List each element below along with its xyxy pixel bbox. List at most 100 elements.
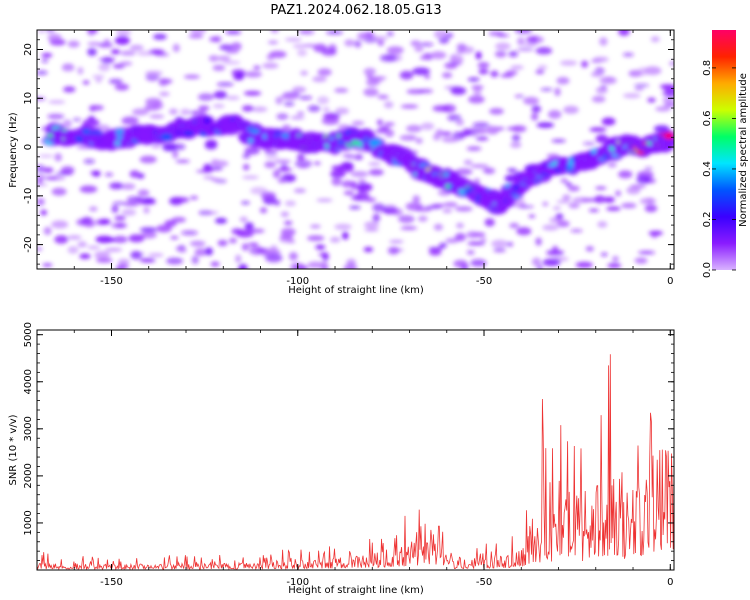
noise-blob [104,247,123,252]
noise-blob [293,188,306,193]
noise-blob [622,52,634,57]
noise-blob [180,108,191,116]
ridge-core [250,129,261,134]
noise-blob [156,224,172,233]
noise-blob [83,118,100,127]
noise-blob [335,107,349,115]
noise-blob [235,72,245,81]
noise-blob [139,155,157,164]
noise-blob [638,250,656,255]
noise-blob [662,97,674,103]
noise-blob [109,182,124,190]
noise-blob [563,105,579,114]
snr-x-label: Height of straight line (km) [288,585,424,596]
noise-blob [288,251,298,261]
noise-blob [400,226,418,230]
noise-blob [274,159,292,164]
noise-blob [300,70,308,76]
noise-blob [158,91,170,97]
noise-blob [188,33,204,39]
noise-blob [37,96,46,101]
noise-blob [549,217,562,224]
noise-blob [42,263,53,267]
noise-blob [89,105,104,111]
noise-blob [607,262,622,269]
noise-blob [166,257,184,265]
noise-blob [375,129,388,134]
y-tick-label: 20 [23,43,34,56]
y-tick-label: 0 [23,144,34,150]
noise-blob [588,208,600,212]
noise-blob [326,31,343,35]
noise-blob [121,208,137,216]
noise-blob [595,186,607,190]
spectrogram-y-label: Frequency (Hz) [8,112,19,188]
noise-blob [581,60,589,68]
noise-blob [82,80,90,85]
noise-blob [104,172,114,177]
noise-blob [241,201,250,205]
noise-blob [433,30,448,39]
noise-blob [38,154,54,158]
noise-blob [364,228,379,232]
noise-blob [406,124,422,133]
noise-blob [468,95,485,104]
noise-blob [419,55,429,60]
noise-blob [428,247,444,251]
ridge-core [160,133,173,141]
noise-blob [249,246,265,256]
noise-blob [230,42,242,51]
noise-blob [92,74,105,79]
noise-blob [384,204,397,209]
noise-blob [248,228,265,234]
noise-blob [203,211,219,215]
noise-blob [506,242,514,247]
x-tick-label: -50 [476,577,492,588]
noise-blob [296,111,305,116]
noise-blob [420,122,435,131]
noise-blob [337,164,354,173]
noise-blob [542,258,561,267]
noise-blob [536,122,554,128]
noise-blob [212,103,225,109]
noise-blob [216,82,234,87]
noise-blob [47,113,65,120]
noise-blob [547,109,562,119]
noise-blob [612,256,619,262]
noise-blob [266,53,275,61]
noise-blob [208,55,219,61]
noise-blob [112,201,127,205]
noise-blob [472,122,490,128]
noise-blob [105,238,117,243]
noise-blob [194,248,208,257]
noise-blob [570,229,583,233]
noise-blob [419,42,434,47]
noise-blob [455,168,473,176]
noise-blob [295,265,309,269]
spectrogram-frame [36,29,675,270]
noise-blob [283,101,295,107]
noise-blob [98,58,116,62]
noise-blob [280,233,293,241]
ridge-core [663,132,674,140]
noise-blob [567,185,580,192]
noise-blob [323,112,341,120]
noise-blob [630,184,647,189]
noise-blob [351,120,365,126]
noise-blob [43,226,52,236]
noise-blob [250,186,268,195]
noise-blob [203,163,213,173]
noise-blob [509,222,520,229]
noise-blob [260,191,276,200]
noise-blob [350,171,369,178]
noise-blob [494,50,507,58]
noise-blob [297,49,308,57]
noise-blob [363,67,376,76]
noise-blob [432,105,450,112]
noise-blob [415,137,423,144]
noise-blob [644,167,653,170]
noise-blob [37,177,43,184]
noise-blob [560,178,569,184]
noise-blob [615,190,622,197]
noise-blob [153,33,167,40]
